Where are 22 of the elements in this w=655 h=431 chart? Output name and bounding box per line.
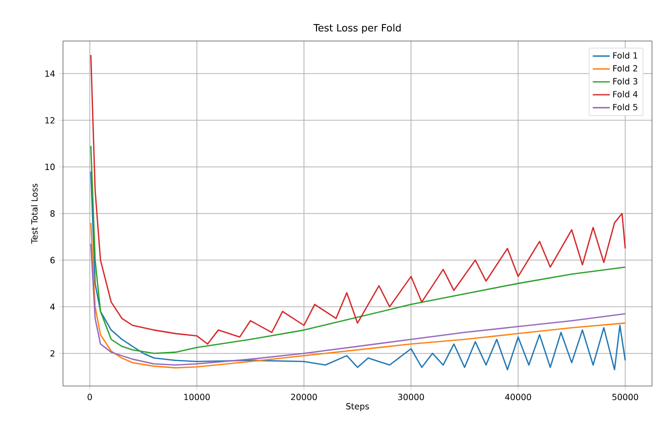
legend-label: Fold 3 bbox=[613, 78, 638, 84]
y-tick-label: 6 bbox=[50, 256, 55, 264]
chart-title: Test Loss per Fold bbox=[313, 24, 401, 34]
y-tick-label: 14 bbox=[45, 70, 55, 77]
y-axis-title: Test Total Loss bbox=[31, 184, 38, 244]
x-tick-label: 30000 bbox=[398, 394, 424, 400]
x-tick-label: 50000 bbox=[612, 394, 638, 400]
legend-label: Fold 4 bbox=[613, 90, 638, 98]
x-axis-title: Steps bbox=[346, 403, 369, 412]
x-tick-label: 20000 bbox=[291, 394, 317, 400]
y-tick-label: 2 bbox=[50, 350, 54, 357]
y-tick-label: 10 bbox=[45, 164, 55, 170]
x-tick-label: 40000 bbox=[505, 394, 532, 400]
y-tick-label: 4 bbox=[50, 304, 55, 310]
x-tick-label: 0 bbox=[88, 394, 92, 400]
line-series bbox=[90, 170, 626, 370]
x-tick-label: 10000 bbox=[184, 394, 210, 400]
legend-label: Fold 2 bbox=[613, 64, 638, 72]
legend-label: Fold 1 bbox=[613, 52, 638, 59]
y-tick-label: 12 bbox=[45, 117, 54, 124]
y-tick-label: 8 bbox=[50, 210, 55, 217]
legend-label: Fold 5 bbox=[613, 104, 638, 110]
